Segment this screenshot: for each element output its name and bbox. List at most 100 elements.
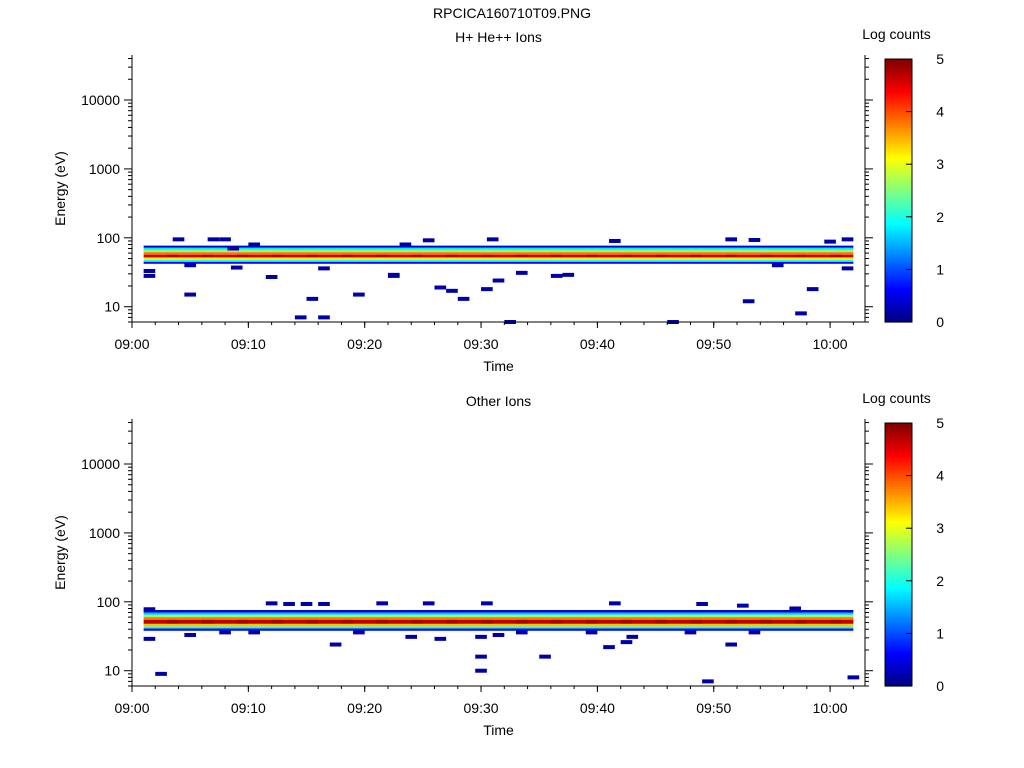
x-tick-label: 09:00 <box>114 700 149 716</box>
colorbar-segment <box>885 554 912 558</box>
colorbar-segment <box>885 570 912 574</box>
colorbar-segment <box>885 256 912 260</box>
colorbar-segment <box>885 680 912 684</box>
colorbar-segment <box>885 98 912 102</box>
colorbar-segment <box>885 522 912 527</box>
band-variation <box>830 619 842 624</box>
colorbar-segment <box>885 224 912 228</box>
colorbar-segment <box>885 491 912 495</box>
colorbar-segment <box>885 227 912 231</box>
colorbar-segment <box>885 462 912 466</box>
colorbar-segment <box>885 195 912 199</box>
colorbar-segment <box>885 633 912 637</box>
data-point <box>585 630 598 635</box>
colorbar-segment <box>885 158 912 163</box>
colorbar-segment <box>885 483 912 487</box>
colorbar-segment <box>885 465 912 469</box>
y-axis-label: Energy (eV) <box>52 515 68 590</box>
x-tick-label: 09:20 <box>347 336 382 352</box>
data-point <box>399 242 412 247</box>
data-point <box>143 636 156 641</box>
colorbar-segment <box>885 628 912 632</box>
band-variation <box>236 254 249 258</box>
colorbar-segment <box>885 87 912 92</box>
y-tick-label: 10 <box>104 663 120 679</box>
colorbar-segment <box>885 430 912 435</box>
colorbar-segment <box>885 130 912 134</box>
colorbar-segment <box>885 222 912 226</box>
colorbar-segment <box>885 586 912 590</box>
data-point <box>329 642 342 647</box>
colorbar-segment <box>885 306 912 310</box>
band-variation <box>341 254 354 258</box>
band-variation <box>655 254 668 258</box>
colorbar-segment <box>885 657 912 661</box>
colorbar-segment <box>885 177 912 181</box>
band-variation <box>585 254 598 258</box>
colorbar-segment <box>885 272 912 276</box>
colorbar-segment <box>885 179 912 184</box>
band-variation <box>515 619 528 624</box>
colorbar-segment <box>885 504 912 508</box>
colorbar-segment <box>885 638 912 642</box>
colorbar-segment <box>885 459 912 464</box>
colorbar-segment <box>885 300 912 305</box>
colorbar-segment <box>885 248 912 252</box>
colorbar-segment <box>885 549 912 553</box>
colorbar-segment <box>885 172 912 176</box>
colorbar-segment <box>885 675 912 679</box>
colorbar-segment <box>885 625 912 629</box>
colorbar-tick-label: 4 <box>936 468 944 484</box>
colorbar: 0 1 2 3 4 5 Log counts <box>862 390 944 694</box>
colorbar-segment <box>885 298 912 302</box>
colorbar-tick-label: 0 <box>936 314 944 330</box>
chart-panel-1: 09:00 09:10 09:20 09:30 09:40 09:50 10:0010100… <box>52 26 944 374</box>
band-variation <box>481 254 493 258</box>
colorbar-segment <box>885 525 912 529</box>
colorbar-segment <box>885 470 912 474</box>
data-point <box>405 634 418 639</box>
data-point <box>172 237 185 242</box>
colorbar-segment <box>885 654 912 658</box>
colorbar-segment <box>885 425 912 429</box>
colorbar-segment <box>885 303 912 307</box>
x-tick-label: 09:10 <box>231 700 266 716</box>
colorbar-segment <box>885 562 912 566</box>
colorbar-segment <box>885 488 912 492</box>
colorbar-segment <box>885 475 912 479</box>
x-tick-label: 09:50 <box>696 336 731 352</box>
data-point <box>550 273 563 278</box>
data-point <box>492 632 505 637</box>
data-point <box>748 237 761 242</box>
x-tick-label: 09:10 <box>231 336 266 352</box>
x-tick-label: 09:40 <box>580 336 615 352</box>
data-point <box>620 640 633 645</box>
colorbar-segment <box>885 127 912 131</box>
colorbar-segment <box>885 72 912 76</box>
colorbar-segment <box>885 161 912 165</box>
data-point <box>841 266 854 271</box>
colorbar-segment <box>885 261 912 265</box>
colorbar-segment <box>885 198 912 202</box>
colorbar-segment <box>885 229 912 234</box>
colorbar-segment <box>885 533 912 537</box>
band-variation <box>725 619 738 624</box>
y-tick-label: 1000 <box>89 161 120 177</box>
colorbar-segment <box>885 285 912 289</box>
colorbar-segment <box>885 148 912 152</box>
colorbar-segment <box>885 480 912 485</box>
colorbar-segment <box>885 515 912 519</box>
colorbar-segment <box>885 496 912 500</box>
colorbar-segment <box>885 457 912 461</box>
colorbar-segment <box>885 314 912 318</box>
data-point <box>737 603 749 608</box>
colorbar-segment <box>885 609 912 613</box>
colorbar-segment <box>885 143 912 147</box>
colorbar-segment <box>885 316 912 320</box>
band-variation <box>166 619 179 624</box>
data-point <box>318 266 330 271</box>
data-point <box>446 288 458 293</box>
colorbar-segment <box>885 575 912 579</box>
band-variation <box>655 619 668 624</box>
